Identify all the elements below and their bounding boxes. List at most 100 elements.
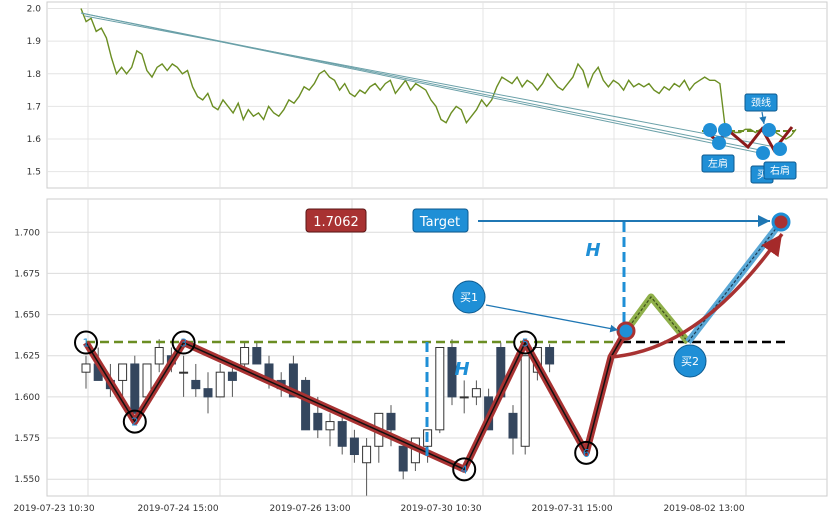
candle-body: [398, 445, 408, 472]
detail-y-ticks: 1.700 1.675 1.650 1.625 1.600 1.575 1.550: [14, 228, 40, 485]
left-shoulder-box: [701, 154, 735, 173]
buy-label: 买: [757, 169, 767, 181]
pattern-point-circle: [513, 330, 538, 355]
neckline-box: [744, 93, 778, 112]
overview-marker-4: [762, 123, 776, 137]
candle-body: [301, 379, 311, 431]
h-label-right: H: [585, 240, 600, 261]
pattern-point-markers: 1 2 3 4 5 6: [74, 330, 599, 482]
right-shoulder-label: 右肩: [770, 164, 790, 177]
overview-neckline-pointer: [759, 111, 767, 125]
overview-marker-3: [718, 123, 732, 137]
overview-y-tick-label: 1.8: [27, 70, 42, 80]
buy1-label: 买1: [460, 291, 478, 304]
overview-marker-2: [712, 136, 726, 150]
detail-y-tick-label: 1.600: [14, 393, 40, 403]
detail-y-tick-label: 1.550: [14, 475, 40, 485]
candle-body: [447, 347, 457, 398]
pattern-point-label: 2: [131, 416, 138, 429]
overview-y-tick-label: 1.9: [27, 37, 42, 47]
detail-x-ticks: 2019-07-23 10:30 2019-07-24 15:00 2019-07-…: [13, 504, 744, 514]
target-label: Target: [419, 215, 460, 230]
overview-price-line: [80, 8, 797, 140]
overview-grid: [47, 2, 827, 188]
pattern-point-label: 1: [83, 337, 90, 350]
price-label: 1.7062: [313, 215, 359, 230]
candle-body: [362, 445, 372, 464]
overview-marker-5: [756, 146, 770, 160]
candle-body: [349, 437, 359, 456]
pattern-point-label: 5: [522, 337, 529, 350]
pattern-point-circle: [122, 409, 147, 434]
candle-body: [508, 412, 518, 439]
detail-x-tick-label: 2019-07-26 13:00: [269, 504, 350, 514]
overview-panel: 2.0 1.9 1.8 1.7 1.6 1.5 左肩 颈线 买 右肩: [27, 1, 828, 189]
neckline-label: 颈线: [751, 96, 771, 109]
overview-marker-6: [773, 142, 787, 156]
detail-x-tick-label: 2019-07-30 10:30: [400, 504, 481, 514]
buy2-label: 买2: [681, 355, 699, 368]
price-label-box: [305, 208, 367, 233]
h-label-left: H: [454, 359, 469, 380]
candle-body: [179, 371, 189, 374]
detail-x-tick-label: 2019-08-02 13:00: [663, 504, 744, 514]
candle-body: [288, 363, 298, 398]
detail-y-tick-label: 1.575: [14, 434, 40, 444]
detail-x-tick-label: 2019-07-23 10:30: [13, 504, 94, 514]
breakout-curve: [610, 232, 784, 359]
detail-y-tick-label: 1.625: [14, 352, 40, 362]
overview-y-tick-label: 1.5: [27, 168, 41, 178]
target-marker: [771, 212, 791, 232]
overview-labels: 左肩 颈线 买 右肩: [701, 93, 797, 184]
pattern-point-circle: [74, 330, 98, 355]
overview-pattern-markers: [702, 111, 795, 160]
candle-body: [252, 347, 262, 365]
candle-body: [81, 363, 91, 373]
detail-y-tick-label: 1.675: [14, 269, 40, 279]
candle-body: [313, 412, 323, 431]
buy2-bubble: [673, 344, 707, 378]
overview-y-ticks: 2.0 1.9 1.8 1.7 1.6 1.5: [27, 5, 42, 178]
pattern-point-circle: [452, 457, 477, 482]
right-shoulder-box: [763, 161, 797, 180]
candle-body: [118, 363, 128, 381]
buy1-bubble: [452, 280, 486, 314]
overview-trend-line-3: [80, 12, 766, 155]
overview-trend-arrows: [80, 12, 771, 155]
pattern-point-circle: [171, 330, 196, 355]
candle-body: [471, 388, 481, 398]
overview-y-tick-label: 1.6: [27, 135, 42, 145]
left-shoulder-label: 左肩: [708, 157, 728, 170]
candle-body: [459, 396, 469, 399]
candle-body: [240, 347, 250, 365]
pattern-point-label: 4: [461, 463, 468, 476]
candle-body: [227, 371, 237, 381]
candle-body: [154, 347, 164, 365]
retest-path-core: [625, 296, 689, 343]
candle-body: [337, 421, 347, 447]
pattern-point-circle: [574, 440, 599, 465]
candle-body: [386, 412, 396, 431]
candle-body: [191, 379, 201, 390]
candle-body: [325, 421, 335, 431]
buy1-arrow: [485, 304, 619, 333]
target-label-box: [412, 208, 469, 233]
overview-y-tick-label: 2.0: [27, 5, 42, 15]
detail-y-tick-label: 1.700: [14, 228, 40, 238]
candle-body: [520, 355, 530, 447]
detail-y-tick-label: 1.650: [14, 311, 40, 321]
head-shoulders-path-core: [85, 330, 627, 471]
detail-x-tick-label: 2019-07-31 15:00: [531, 504, 612, 514]
detail-panel: 1.700 1.675 1.650 1.625 1.600 1.575 1.550 2019…: [13, 198, 828, 514]
detail-x-tick-label: 2019-07-24 15:00: [137, 504, 218, 514]
candle-body: [215, 371, 225, 398]
buy1-entry-marker: [616, 321, 636, 341]
candle-body: [203, 388, 213, 398]
pattern-point-label: 6: [583, 447, 590, 460]
candle-body: [130, 363, 140, 414]
candle-body: [435, 347, 445, 431]
pattern-point-label: 3: [180, 337, 187, 350]
overview-y-tick-label: 1.7: [27, 102, 41, 112]
candle-body: [545, 347, 555, 365]
